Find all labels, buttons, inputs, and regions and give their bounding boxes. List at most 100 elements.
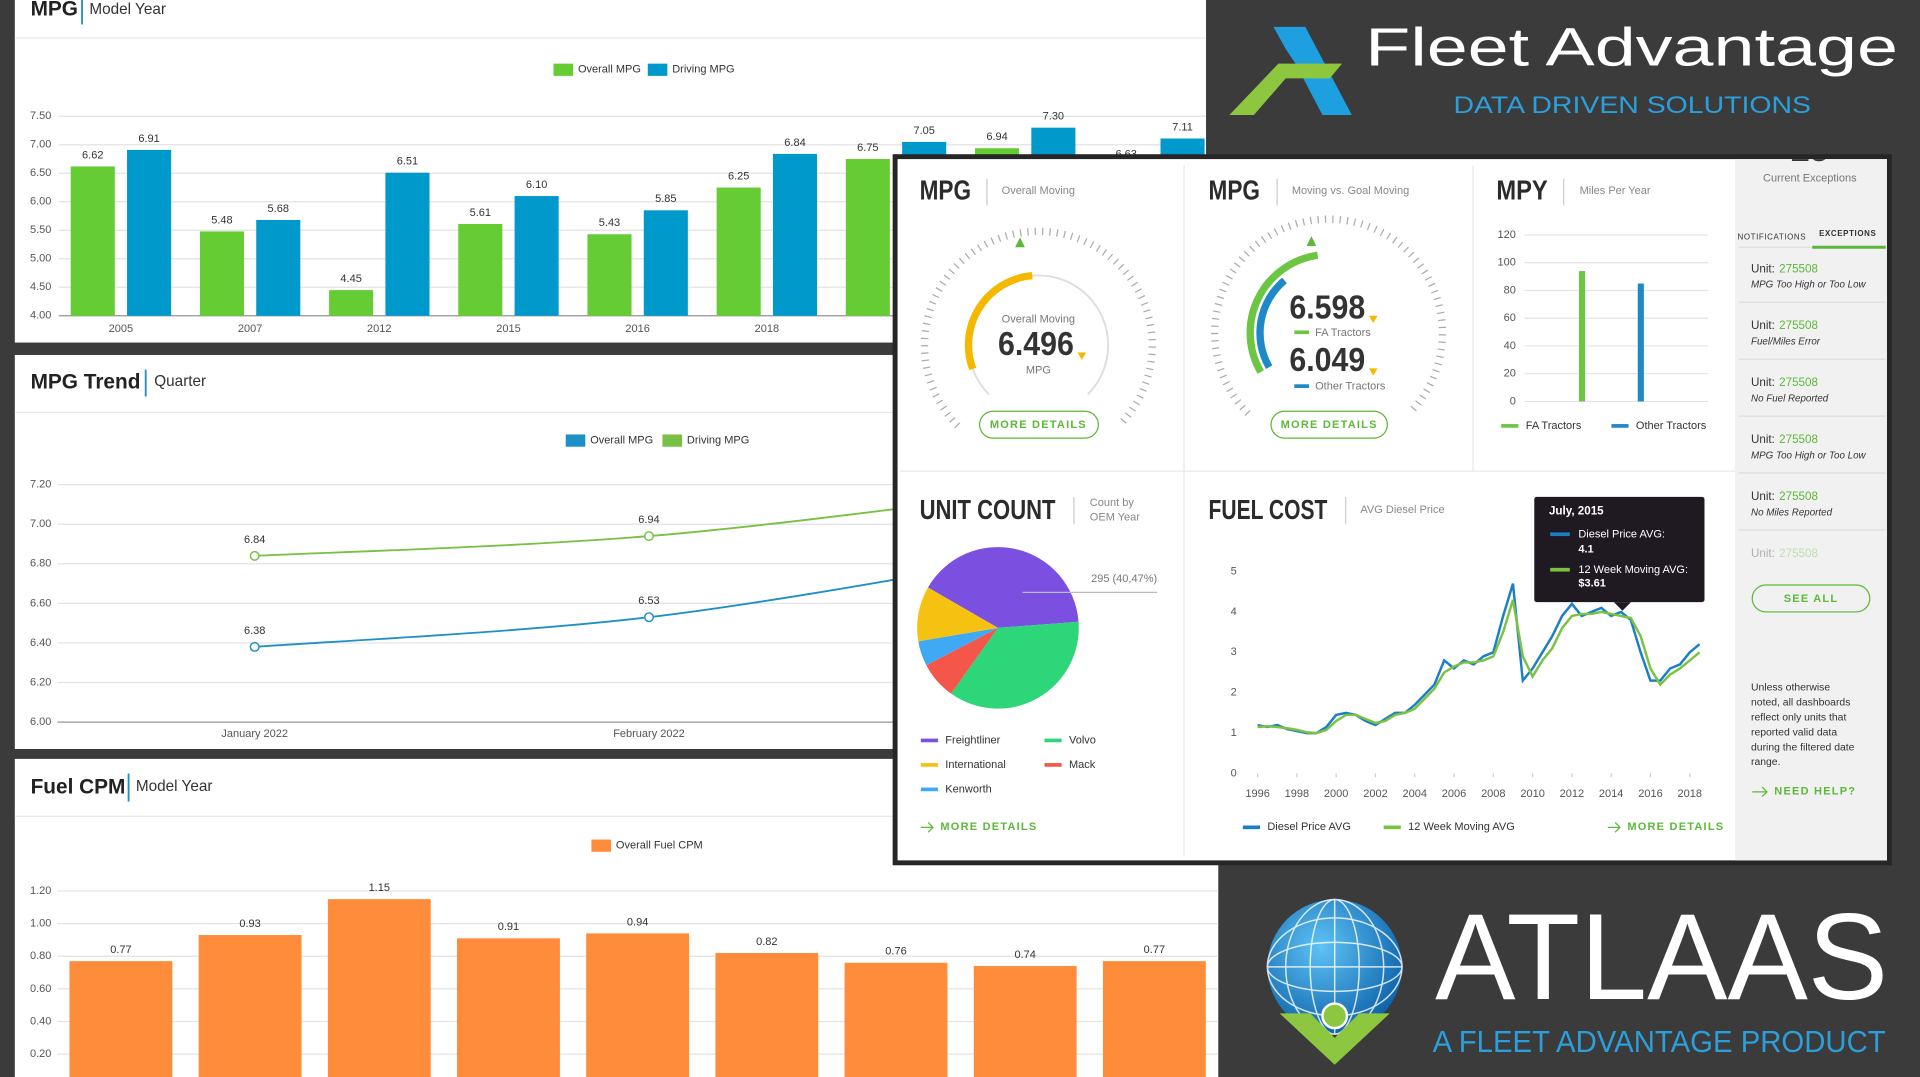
y-tick-label: 120 — [1498, 229, 1516, 241]
data-label: 0.74 — [1014, 949, 1035, 961]
bar — [587, 234, 632, 316]
x-tick-label: 2016 — [1638, 788, 1662, 800]
gauge-subtitle: Overall Moving — [1002, 185, 1075, 197]
tooltip-swatch — [1550, 567, 1570, 572]
x-tick-label: 2018 — [1678, 788, 1702, 800]
note-line: reflect only units that — [1751, 712, 1846, 723]
legend-swatch — [565, 434, 586, 447]
exception-item: Unit: 275508 No Fuel Reported — [1738, 376, 1886, 417]
y-tick-label: 0 — [1510, 395, 1516, 407]
legend-label: Other Tractors — [1636, 420, 1707, 432]
y-tick-label: 4 — [1231, 606, 1237, 618]
button-label[interactable]: MORE DETAILS — [1281, 419, 1378, 431]
legend-label: Diesel Price AVG — [1267, 821, 1351, 833]
button-label[interactable]: SEE ALL — [1784, 593, 1839, 605]
legend-swatch — [1383, 825, 1401, 830]
unit-id: 275508 — [1779, 319, 1818, 332]
legend-swatch — [553, 63, 574, 76]
button[interactable] — [1751, 584, 1871, 613]
data-label: 5.43 — [599, 217, 620, 229]
link[interactable]: MORE DETAILS — [1627, 821, 1724, 833]
legend-label: Freightliner — [945, 734, 1000, 746]
bar — [256, 220, 301, 316]
exception-list: Unit: 275508 MPG Too High or Too Low Unit: 2… — [1738, 262, 1886, 560]
chart-title: MPG Trend — [31, 371, 141, 394]
data-label: 295 (40,47%) — [1091, 573, 1157, 585]
exception-item: Unit: 275508 Fuel/Miles Error — [1738, 319, 1886, 360]
note-line: noted, all dashboards — [1751, 697, 1850, 708]
x-tick-label: 2014 — [1599, 788, 1623, 800]
data-label: 6.75 — [857, 142, 878, 154]
legend-label: Driving MPG — [672, 64, 734, 76]
pie-slice — [927, 547, 1079, 628]
unit-label: Unit: — [1751, 319, 1775, 332]
data-label: 0.76 — [885, 946, 906, 958]
tooltip-swatch — [1550, 532, 1570, 537]
y-tick-label: 80 — [1504, 284, 1516, 296]
y-tick-label: 5 — [1231, 565, 1237, 577]
tab[interactable]: EXCEPTIONS — [1819, 229, 1876, 238]
gauge-value-name: Other Tractors — [1315, 381, 1386, 393]
button-label[interactable]: MORE DETAILS — [990, 419, 1087, 431]
bar — [772, 153, 818, 316]
legend-label: 12 Week Moving AVG — [1408, 821, 1515, 833]
exception-item: Unit: 275508 MPG Too High or Too Low — [1738, 433, 1886, 474]
exception-item: Unit: 275508 No Miles Reported — [1738, 490, 1886, 531]
mpy-chart: 0 20 40 60 80 100 120 FA Tractors Other Tractors — [1498, 229, 1709, 432]
data-label: 4.45 — [340, 273, 361, 285]
x-tick-label: 2015 — [496, 323, 520, 335]
link[interactable]: MORE DETAILS — [940, 821, 1037, 833]
button[interactable] — [1270, 410, 1388, 439]
unit-label: Unit: — [1751, 547, 1775, 560]
chart-title: MPG — [31, 0, 78, 20]
y-tick-label: 1 — [1231, 727, 1237, 739]
issue: No Fuel Reported — [1751, 394, 1829, 405]
gauge-value: 6.496 — [998, 326, 1074, 363]
y-tick-label: 6.60 — [30, 597, 51, 609]
gauge-arc — [964, 271, 1033, 371]
legend-label: International — [945, 759, 1006, 771]
gauge-unit: MPG — [1026, 365, 1051, 377]
unit-label: Unit: — [1751, 262, 1775, 275]
bar — [198, 935, 302, 1077]
button[interactable] — [978, 410, 1099, 439]
bar — [643, 210, 688, 316]
trend-marker — [1368, 368, 1378, 376]
data-label: 0.94 — [627, 916, 648, 928]
link-arrow — [1607, 822, 1621, 833]
panel — [14, 354, 894, 750]
logo-tagline: A FLEET ADVANTAGE PRODUCT — [1433, 1025, 1886, 1059]
bar — [458, 223, 503, 316]
logo-mark — [1321, 1002, 1349, 1030]
exception-item: Unit: 275508 — [1751, 547, 1818, 560]
tooltip-pointer — [1613, 602, 1632, 611]
chart-subtitle: AVG Diesel Price — [1360, 504, 1444, 516]
legend-swatch — [1044, 763, 1062, 767]
trend-marker — [1368, 315, 1378, 324]
y-tick-label: 0.40 — [30, 1015, 51, 1027]
tab[interactable]: NOTIFICATIONS — [1737, 233, 1806, 242]
y-tick-label: 7.20 — [30, 479, 51, 491]
issue: MPG Too High or Too Low — [1751, 280, 1867, 291]
bar — [586, 933, 690, 1077]
legend-label: Overall MPG — [578, 64, 641, 76]
data-label: 5.68 — [268, 203, 289, 215]
unit-id: 275508 — [1779, 376, 1818, 389]
bar — [127, 149, 172, 316]
point — [249, 550, 260, 561]
logo-tagline: DATA DRIVEN SOLUTIONS — [1453, 92, 1811, 119]
gauge-value: 6.598 — [1289, 289, 1365, 326]
gauge-label: Overall Moving — [1002, 313, 1075, 325]
x-tick-label: 1998 — [1285, 788, 1309, 800]
bar — [514, 196, 559, 316]
logo-mark — [1279, 1013, 1390, 1065]
data-label: 7.30 — [1043, 111, 1064, 123]
data-label: 6.25 — [728, 170, 749, 182]
help-link[interactable]: NEED HELP? — [1774, 786, 1856, 798]
x-tick-label: 2010 — [1520, 788, 1544, 800]
link-arrow — [1752, 786, 1768, 798]
bar — [973, 966, 1077, 1077]
tooltip-box — [1534, 496, 1705, 603]
data-label: 7.05 — [913, 125, 934, 137]
